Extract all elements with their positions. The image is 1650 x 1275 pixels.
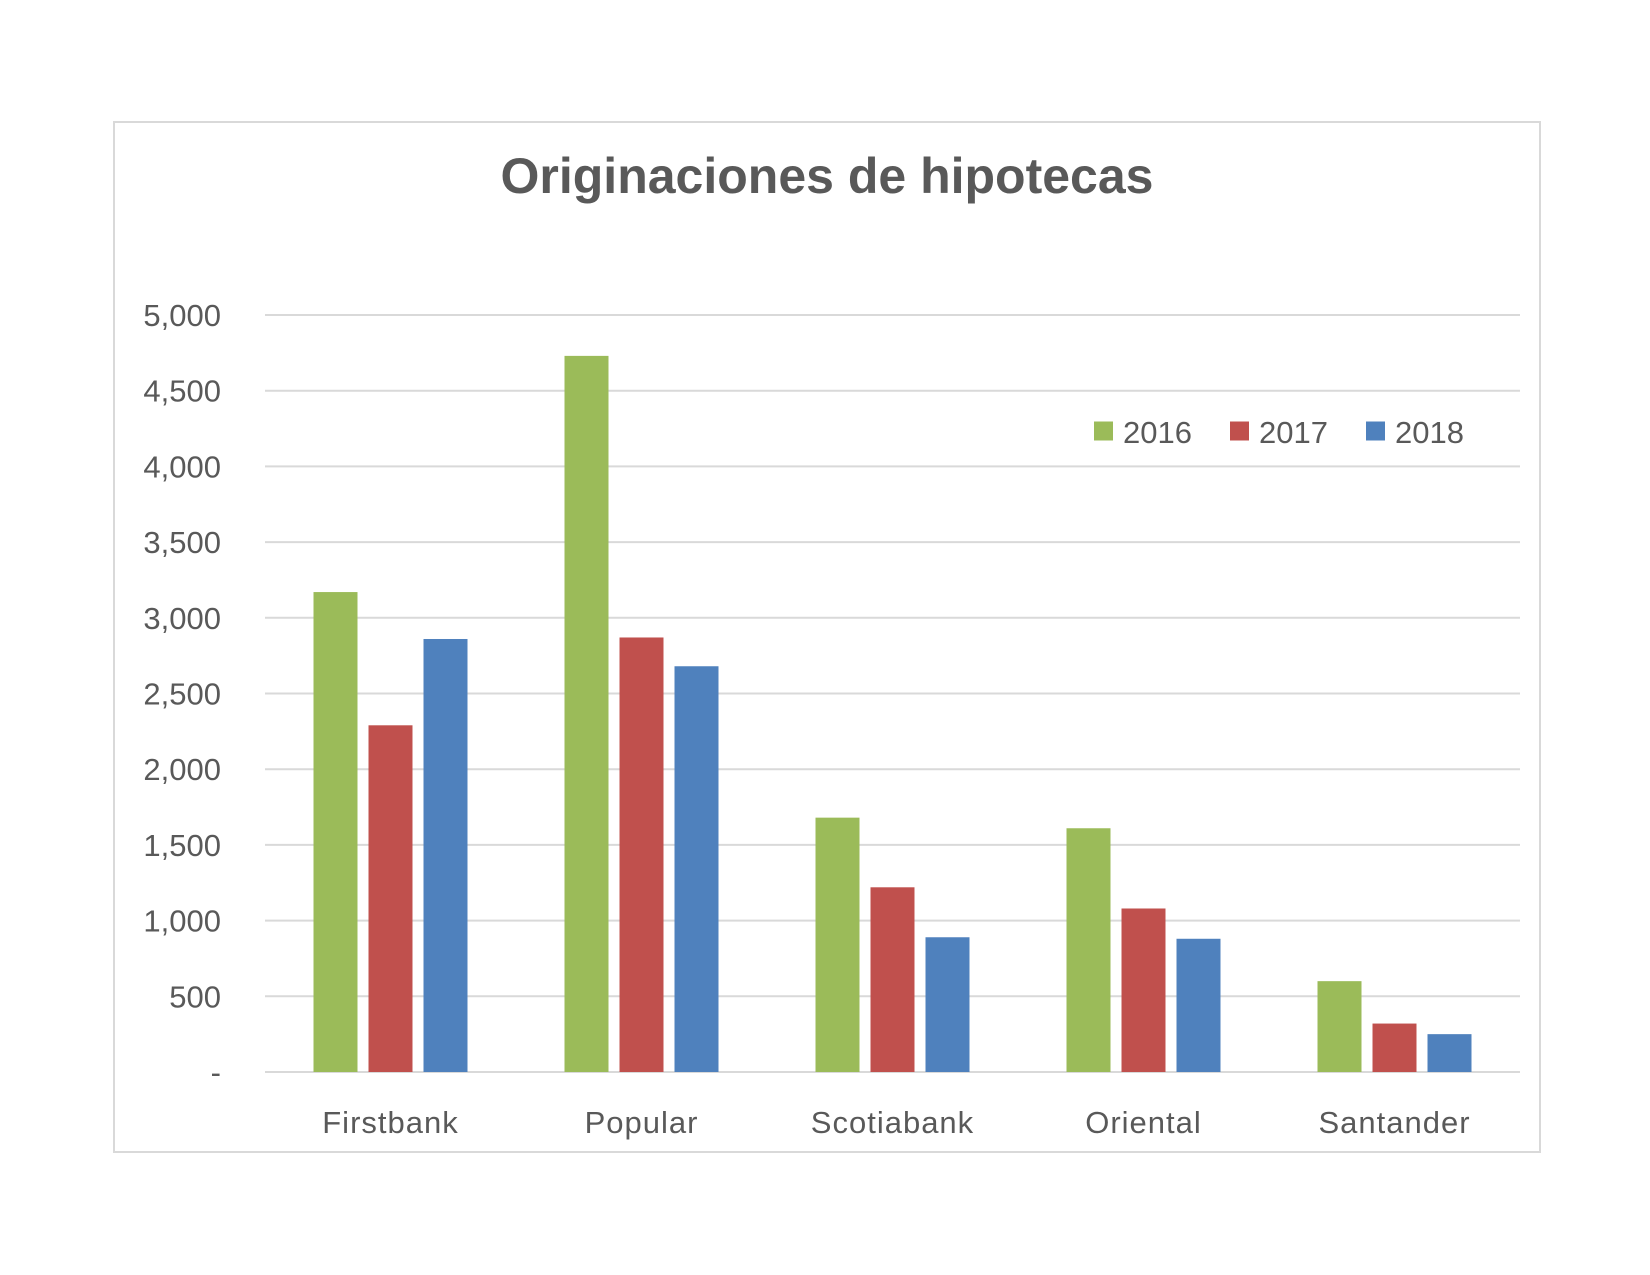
x-category-label: Scotiabank (811, 1105, 974, 1140)
bar-2016-popular (564, 355, 609, 1072)
y-tick-label: 500 (169, 979, 221, 1014)
y-tick-label: 5,000 (143, 298, 221, 333)
legend-swatch-2017 (1230, 421, 1249, 441)
bar-2018-oriental (1176, 938, 1221, 1072)
chart-title: Originaciones de hipotecas (500, 148, 1154, 204)
y-tick-label: 1,000 (143, 904, 221, 939)
gridlines (265, 314, 1520, 1073)
y-tick-labels: - 500 1,000 1,500 2,000 2,500 3,000 3,500 4,000 4… (143, 298, 221, 1090)
bar-2017-firstbank (368, 725, 413, 1072)
bars (313, 355, 1472, 1072)
bar-2017-oriental (1121, 908, 1166, 1072)
bar-2016-santander (1317, 981, 1362, 1072)
x-category-label: Popular (585, 1105, 699, 1140)
y-tick-label: 3,500 (143, 525, 221, 560)
y-tick-label: 2,000 (143, 752, 221, 787)
legend: 2016 2017 2018 (1094, 415, 1464, 450)
legend-label-2018: 2018 (1395, 415, 1464, 450)
bar-2017-scotiabank (870, 887, 915, 1072)
y-tick-label: 4,500 (143, 374, 221, 409)
bar-2017-popular (619, 637, 664, 1072)
y-tick-label: 1,500 (143, 828, 221, 863)
y-tick-label: 4,000 (143, 449, 221, 484)
legend-label-2017: 2017 (1259, 415, 1328, 450)
x-category-labels: Firstbank Popular Scotiabank Oriental Santan… (322, 1105, 1470, 1140)
y-tick-label: - (211, 1055, 221, 1090)
y-tick-label: 2,500 (143, 677, 221, 712)
bar-2017-santander (1372, 1023, 1417, 1072)
bar-2018-scotiabank (925, 937, 970, 1072)
bar-2016-firstbank (313, 592, 358, 1072)
x-category-label: Oriental (1085, 1105, 1202, 1140)
legend-swatch-2018 (1366, 421, 1385, 441)
bar-2016-scotiabank (815, 817, 860, 1072)
bar-2018-firstbank (423, 638, 468, 1072)
bar-2018-popular (674, 666, 719, 1072)
y-tick-label: 3,000 (143, 601, 221, 636)
legend-swatch-2016 (1094, 421, 1113, 441)
x-category-label: Santander (1318, 1105, 1470, 1140)
bar-2018-santander (1427, 1034, 1472, 1072)
bar-2016-oriental (1066, 828, 1111, 1072)
x-category-label: Firstbank (322, 1105, 458, 1140)
legend-label-2016: 2016 (1123, 415, 1192, 450)
